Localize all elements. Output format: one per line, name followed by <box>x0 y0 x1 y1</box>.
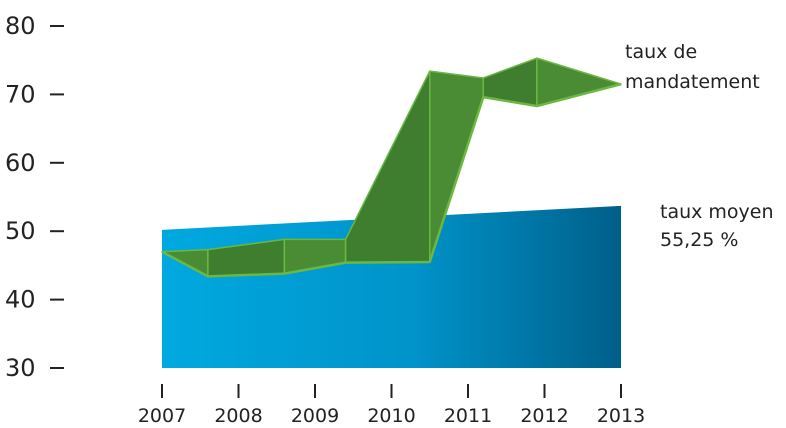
plot-area <box>161 57 622 368</box>
annotations: taux de mandatement taux moyen 55,25 % <box>625 41 774 251</box>
x-tick-label: 2008 <box>214 405 262 427</box>
series-taux-mandatement-segment <box>344 70 431 264</box>
annotation-moyen-line1: taux moyen <box>660 201 774 223</box>
x-tick-label: 2011 <box>444 405 492 427</box>
series-taux-mandatement-segment <box>536 57 622 107</box>
x-tick-label: 2010 <box>367 405 415 427</box>
x-tick-label: 2009 <box>291 405 339 427</box>
annotation-mandatement-line1: taux de <box>625 41 697 63</box>
y-axis: 80 70 60 50 40 30 <box>5 12 64 382</box>
x-tick-label: 2007 <box>138 405 186 427</box>
y-tick-label: 60 <box>5 149 36 177</box>
y-tick-label: 80 <box>5 12 36 40</box>
annotation-moyen-line2: 55,25 % <box>660 229 739 251</box>
y-tick-label: 70 <box>5 80 36 108</box>
x-tick-label: 2013 <box>597 405 645 427</box>
y-tick-label: 40 <box>5 286 36 314</box>
x-axis: 2007 2008 2009 2010 2011 2012 2013 <box>138 384 645 427</box>
series-taux-mandatement-line <box>161 82 622 278</box>
x-tick-label: 2012 <box>520 405 568 427</box>
y-tick-label: 50 <box>5 217 36 245</box>
annotation-mandatement-line2: mandatement <box>625 71 760 93</box>
y-tick-label: 30 <box>5 354 36 382</box>
